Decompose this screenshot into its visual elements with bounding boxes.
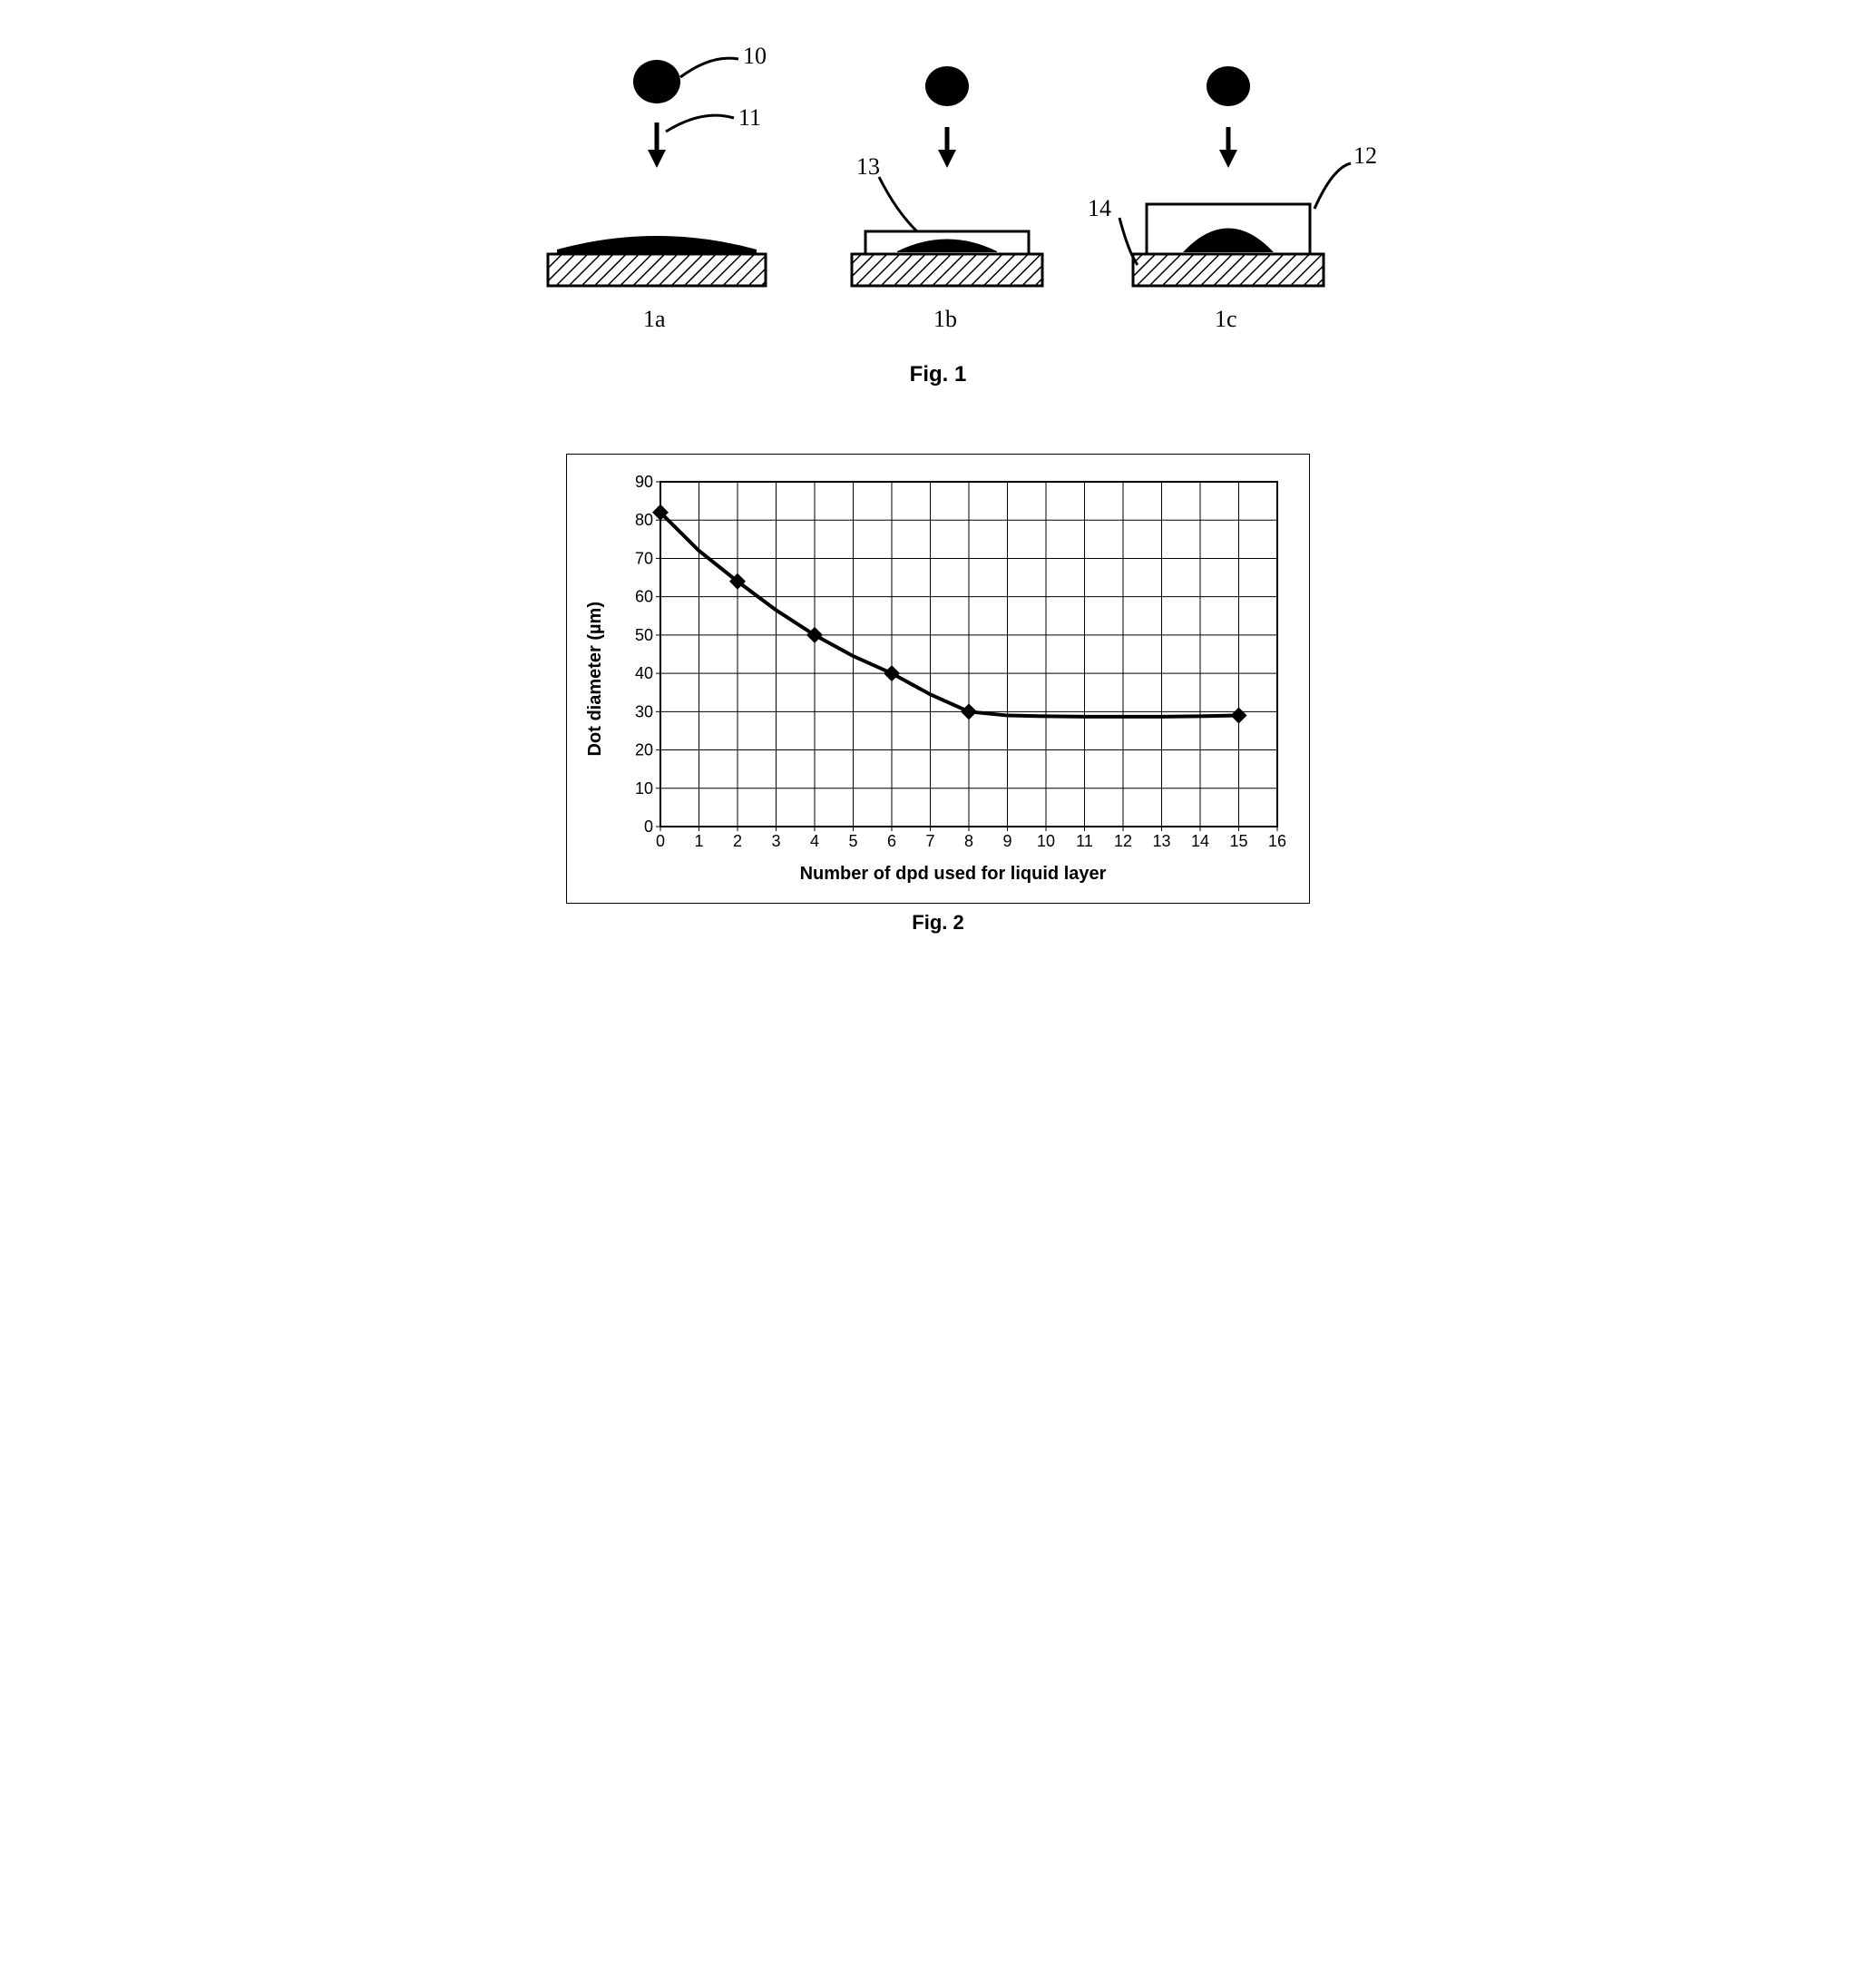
spread-dot-a xyxy=(557,236,757,254)
xtick-label: 15 xyxy=(1229,832,1247,850)
panel-1a: 10 11 1a xyxy=(548,43,767,332)
ink-drop xyxy=(925,66,969,106)
xtick-label: 4 xyxy=(810,832,819,850)
xtick-label: 6 xyxy=(887,832,896,850)
ytick-label: 30 xyxy=(635,702,653,720)
xtick-label: 10 xyxy=(1037,832,1055,850)
ytick-label: 40 xyxy=(635,664,653,682)
xtick-label: 14 xyxy=(1191,832,1209,850)
ytick-label: 50 xyxy=(635,626,653,644)
xtick-label: 2 xyxy=(733,832,742,850)
arrow-head xyxy=(648,150,666,168)
figure-2-frame: Dot diameter (µm) 0123456789101112131415… xyxy=(566,454,1310,904)
ytick-label: 80 xyxy=(635,511,653,529)
figure-1-diagram: 10 11 1a 13 1b xyxy=(493,36,1383,399)
xtick-label: 1 xyxy=(694,832,703,850)
arrow-head xyxy=(1219,150,1237,168)
ink-drop xyxy=(633,60,680,103)
ytick-label: 10 xyxy=(635,779,653,798)
leader-12 xyxy=(1314,163,1351,209)
label-13: 13 xyxy=(856,153,880,180)
panel-label-a: 1a xyxy=(643,306,666,332)
figure-container: 10 11 1a 13 1b xyxy=(484,36,1392,935)
figure-1-caption: Fig. 1 xyxy=(910,362,967,387)
ytick-label: 70 xyxy=(635,549,653,567)
panel-1c: 12 14 1c xyxy=(1088,66,1377,332)
ytick-label: 20 xyxy=(635,741,653,759)
leader-13 xyxy=(879,177,920,234)
label-10: 10 xyxy=(743,43,767,69)
label-14: 14 xyxy=(1088,195,1111,221)
label-11: 11 xyxy=(738,104,761,131)
substrate-b xyxy=(852,254,1042,286)
label-12: 12 xyxy=(1353,142,1377,169)
panel-label-c: 1c xyxy=(1215,306,1237,332)
ytick-label: 0 xyxy=(644,818,653,836)
leader-11 xyxy=(666,115,734,132)
xtick-label: 9 xyxy=(1002,832,1011,850)
xtick-label: 3 xyxy=(771,832,780,850)
chart-plot: 0123456789101112131415160102030405060708… xyxy=(615,473,1286,854)
xtick-label: 8 xyxy=(964,832,973,850)
xtick-label: 16 xyxy=(1268,832,1286,850)
ytick-label: 90 xyxy=(635,473,653,491)
xtick-label: 11 xyxy=(1076,832,1093,850)
xtick-label: 12 xyxy=(1114,832,1132,850)
panel-1b: 13 1b xyxy=(852,66,1042,332)
ytick-label: 60 xyxy=(635,588,653,606)
y-axis-label: Dot diameter (µm) xyxy=(585,602,606,756)
leader-10 xyxy=(680,58,738,77)
panel-label-b: 1b xyxy=(933,306,957,332)
xtick-label: 7 xyxy=(925,832,934,850)
substrate-a xyxy=(548,254,766,286)
x-axis-label: Number of dpd used for liquid layer xyxy=(615,864,1291,885)
substrate-c xyxy=(1133,254,1324,286)
xtick-label: 5 xyxy=(848,832,857,850)
figure-2-caption: Fig. 2 xyxy=(484,911,1392,935)
ink-drop xyxy=(1207,66,1250,106)
xtick-label: 0 xyxy=(656,832,665,850)
arrow-head xyxy=(938,150,956,168)
xtick-label: 13 xyxy=(1152,832,1170,850)
